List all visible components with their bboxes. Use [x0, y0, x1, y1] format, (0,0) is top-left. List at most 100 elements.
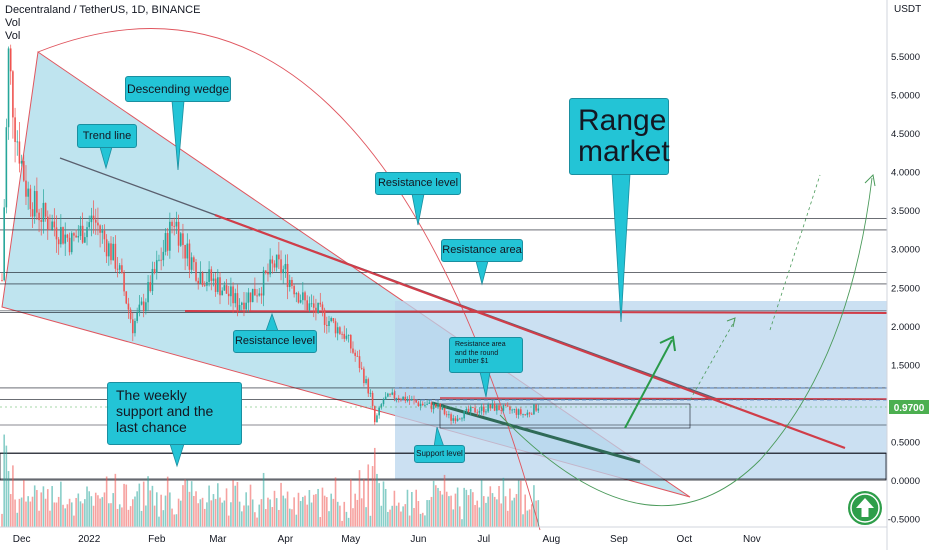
- volume-bar: [408, 515, 411, 527]
- price-axis[interactable]: 5.5000 5.0000 4.5000 4.0000 3.5000 3.0000 2.50…: [886, 0, 920, 550]
- candle-body: [199, 272, 202, 284]
- candle-body: [336, 327, 339, 334]
- resistance-level-thick-2: [439, 397, 888, 400]
- volume-bar: [123, 483, 125, 527]
- volume-bar: [225, 488, 228, 527]
- candle-body: [489, 404, 492, 409]
- candle-body: [177, 221, 180, 246]
- volume-bar: [114, 473, 117, 527]
- resistance-area-label: Resistance area: [441, 239, 523, 262]
- volume-bar: [236, 482, 239, 527]
- candle-body: [472, 407, 474, 408]
- volume-bar: [258, 504, 261, 527]
- candle-body: [123, 272, 125, 292]
- volume-bar: [53, 502, 56, 527]
- projection-arrowhead-1: [726, 317, 736, 328]
- volume-bar: [7, 471, 10, 527]
- volume-bar: [515, 494, 518, 527]
- candle-body: [491, 403, 494, 409]
- volume-bar: [55, 502, 58, 527]
- candle-body: [520, 409, 522, 415]
- time-axis[interactable]: Dec 2022 Feb Mar Apr May Jun Jul Aug Sep Oct Nov: [0, 526, 887, 545]
- volume-bar: [395, 505, 398, 527]
- volume-bar: [469, 489, 472, 527]
- candle-body: [201, 272, 204, 286]
- candle-body: [500, 410, 503, 411]
- candle-body: [269, 259, 271, 275]
- volume-bar: [432, 480, 435, 527]
- volume-bar: [280, 482, 282, 527]
- candle-body: [384, 396, 387, 400]
- volume-bar: [70, 502, 73, 527]
- candle-body: [319, 302, 322, 305]
- volume-bar: [267, 497, 269, 527]
- symbol-title[interactable]: Decentraland / TetherUS, 1D, BINANCE: [5, 4, 201, 16]
- volume-bar: [302, 496, 304, 527]
- candle-body: [7, 48, 10, 128]
- candle-body: [515, 409, 518, 415]
- candle-body: [378, 407, 380, 416]
- candle-body: [352, 348, 354, 353]
- candle-body: [323, 309, 326, 325]
- candle-body: [153, 268, 156, 273]
- volume-bar: [339, 505, 341, 527]
- trend-line-label: Trend line: [77, 124, 137, 148]
- candle-body: [140, 301, 143, 305]
- volume-bar: [223, 500, 226, 527]
- candle-body: [345, 335, 348, 339]
- weekly-support-label: The weekly support and the last chance: [107, 382, 242, 445]
- volume-bar: [247, 505, 250, 527]
- volume-bar: [33, 485, 36, 527]
- candle-body: [522, 414, 524, 415]
- candle-body: [482, 406, 485, 413]
- volume-bar: [336, 501, 339, 527]
- volume-bar: [177, 498, 180, 527]
- volume-bar: [437, 487, 439, 527]
- candle-body: [5, 127, 8, 208]
- price-axis-tick-label: 1.5000: [891, 360, 920, 371]
- candle-body: [193, 257, 195, 263]
- volume-bar: [373, 447, 376, 527]
- resistance-trend-line: [214, 213, 846, 450]
- candle-body: [315, 307, 317, 313]
- candle-body: [29, 188, 32, 210]
- volume-bar: [506, 510, 509, 527]
- candle-body: [371, 392, 374, 407]
- volume-bar: [424, 515, 426, 527]
- time-axis-tick-label: Jun: [410, 534, 426, 545]
- volume-bar: [421, 512, 424, 527]
- volume-bar: [38, 510, 40, 527]
- candle-body: [450, 414, 452, 421]
- last-price-tag-text: 0.9700: [894, 403, 925, 414]
- candle-body: [275, 254, 278, 268]
- candle-body: [64, 234, 67, 244]
- candle-body: [408, 399, 411, 401]
- volume-bar: [400, 511, 402, 527]
- candle-body: [138, 304, 141, 313]
- volume-bar: [49, 510, 51, 527]
- volume-bar: [297, 492, 300, 527]
- volume-bar: [81, 503, 84, 527]
- volume-bar: [450, 495, 452, 527]
- candle-body: [243, 302, 245, 310]
- candle-body: [402, 396, 404, 400]
- projection-curve: [499, 177, 873, 507]
- candle-body: [424, 404, 426, 406]
- volume-bar: [487, 496, 489, 527]
- volume-bar: [179, 500, 182, 527]
- candle-body: [406, 399, 409, 402]
- candle-body: [23, 161, 25, 181]
- volume-bar: [341, 520, 343, 527]
- up-arrow-circle-icon[interactable]: [847, 490, 883, 526]
- volume-bar: [443, 474, 446, 527]
- volume-bar: [206, 502, 208, 527]
- candle-body: [162, 251, 165, 261]
- volume-bar: [214, 498, 217, 527]
- volume-bar: [14, 499, 16, 527]
- volume-bar: [60, 481, 62, 527]
- candle-body: [297, 293, 300, 303]
- candle-body: [400, 399, 402, 400]
- candle-body: [509, 406, 511, 411]
- candle-body: [53, 221, 56, 228]
